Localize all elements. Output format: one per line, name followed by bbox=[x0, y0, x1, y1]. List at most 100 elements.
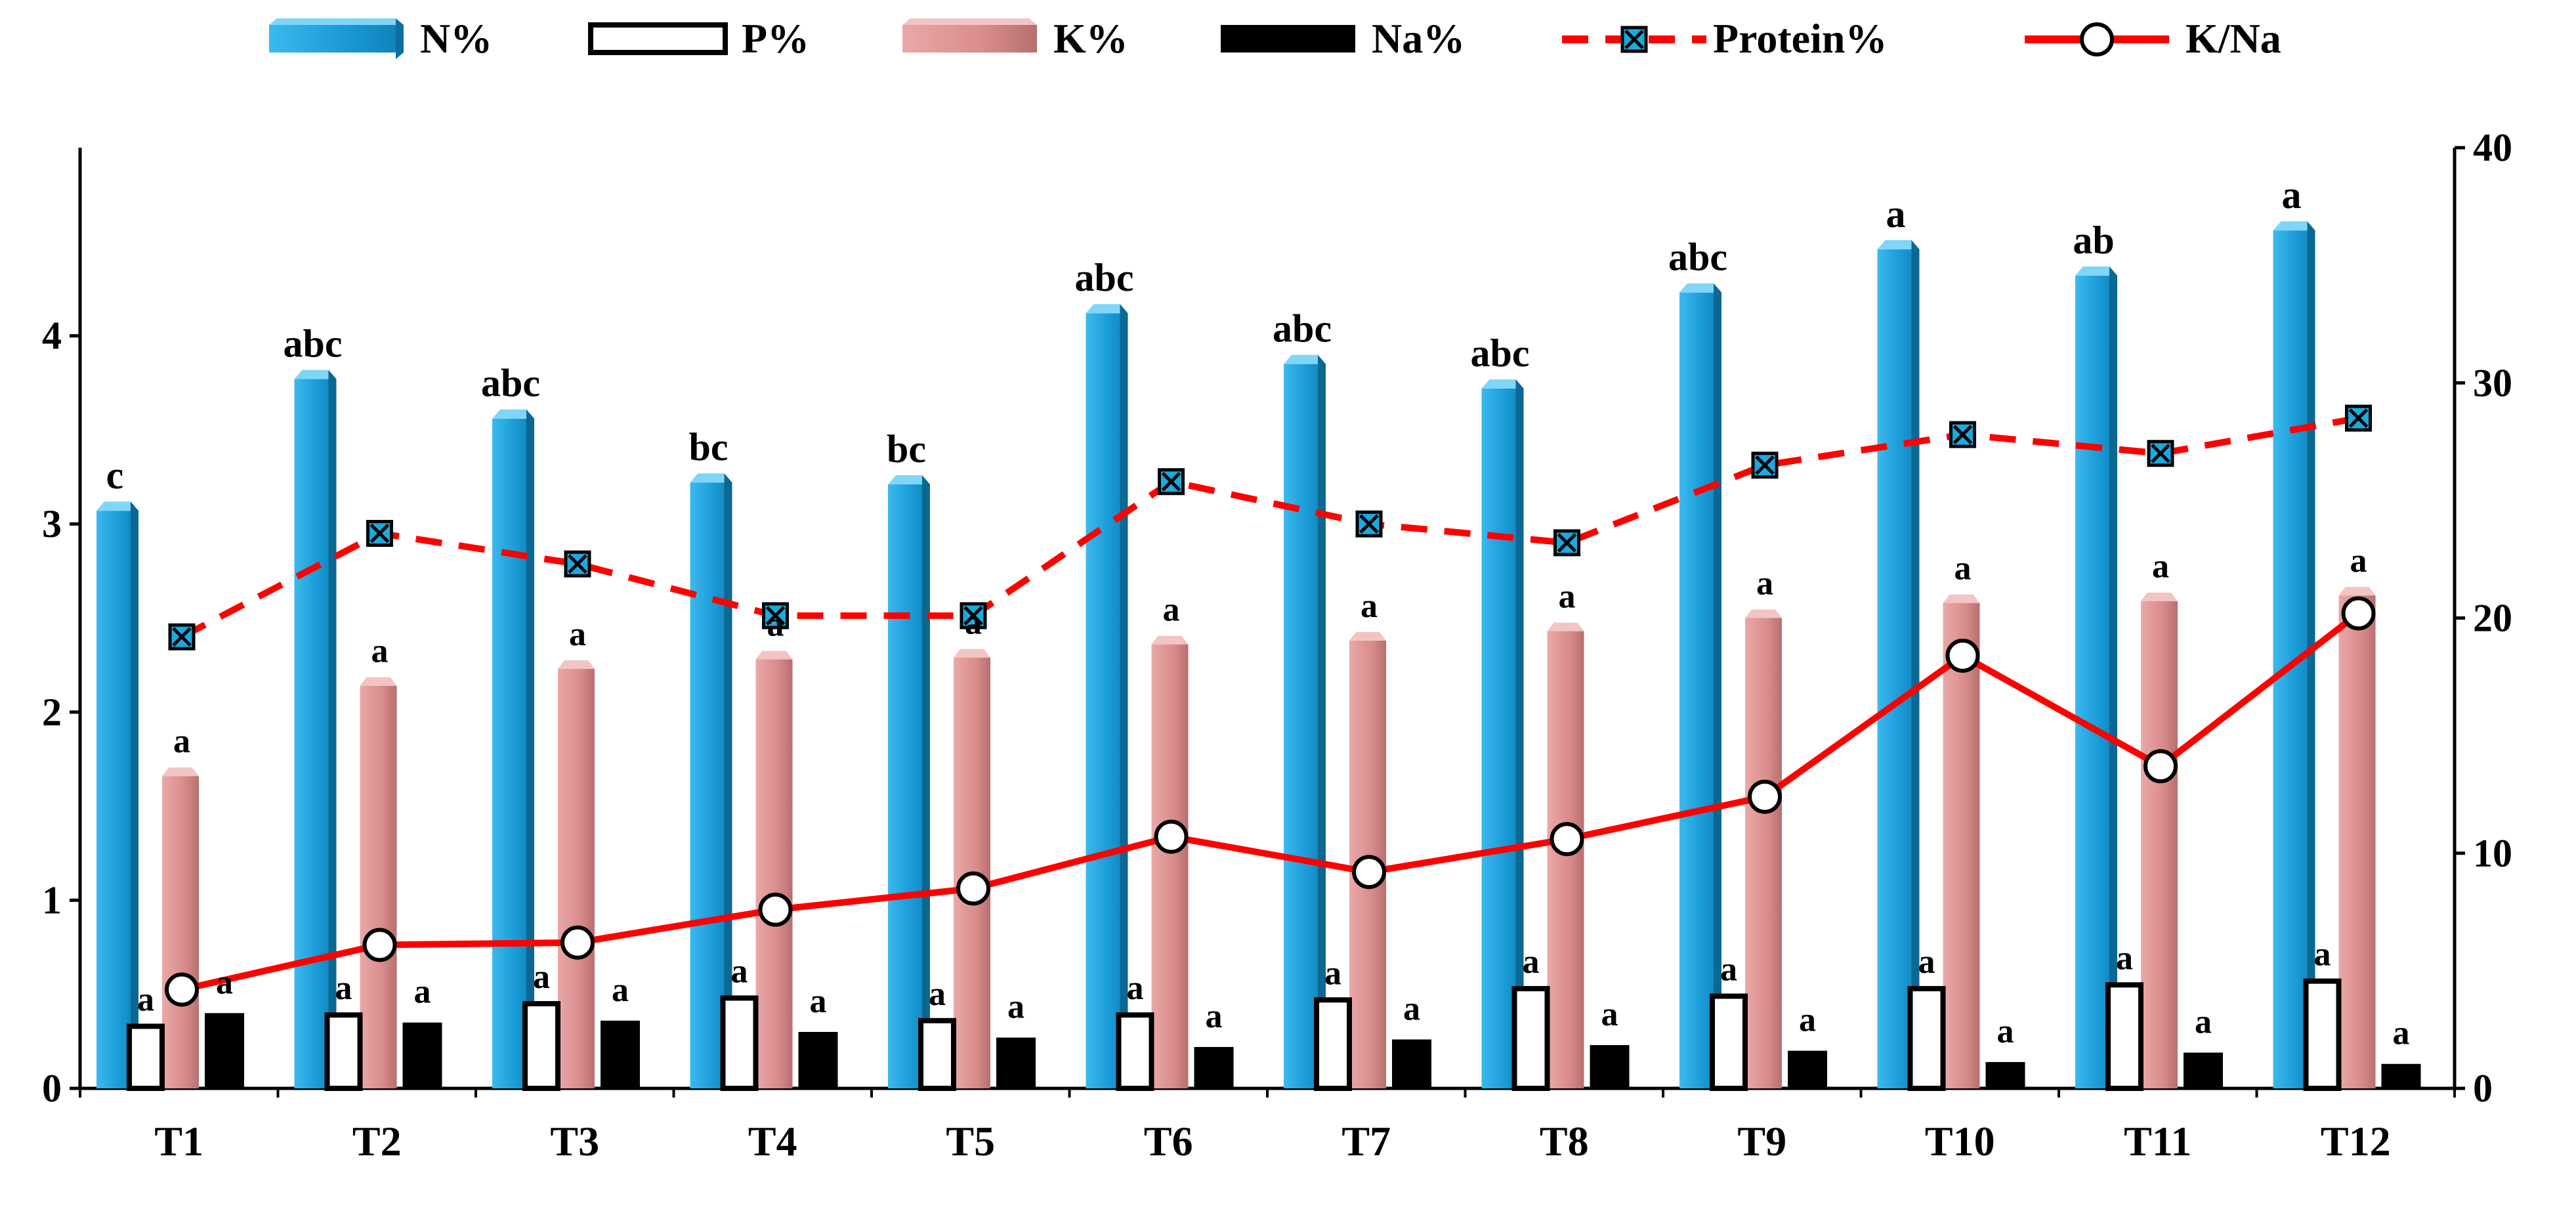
kna-marker bbox=[1550, 822, 1584, 857]
protein-marker bbox=[366, 520, 393, 547]
bar-p bbox=[522, 1001, 560, 1092]
bar-n-top bbox=[2273, 221, 2315, 231]
bar-na bbox=[798, 1032, 838, 1088]
n-significance-label: c bbox=[106, 454, 124, 497]
bar-k bbox=[1943, 603, 1980, 1088]
category-label: T2 bbox=[352, 1118, 402, 1165]
legend-label-p: P% bbox=[742, 15, 809, 62]
bar-n-top bbox=[1679, 283, 1721, 293]
na-significance-label: a bbox=[1997, 1013, 2014, 1050]
bar-n-top bbox=[492, 409, 534, 419]
category-label: T6 bbox=[1144, 1118, 1193, 1165]
protein-marker-cross bbox=[765, 606, 786, 626]
bar-n-side bbox=[1515, 379, 1524, 1088]
n-significance-label: abc bbox=[1471, 331, 1530, 375]
p-significance-label: a bbox=[2116, 939, 2133, 977]
legend-label-na: Na% bbox=[1372, 15, 1465, 62]
bar-k bbox=[2338, 595, 2376, 1088]
bar-na bbox=[2184, 1052, 2223, 1088]
kna-line bbox=[180, 610, 2361, 993]
left-tick-label: 4 bbox=[42, 314, 62, 358]
n-significance-label: ab bbox=[2073, 219, 2114, 262]
legend-swatch-k bbox=[902, 25, 1037, 53]
legend-swatch-n-side bbox=[396, 18, 404, 59]
kna-marker bbox=[165, 972, 199, 1007]
protein-marker bbox=[2147, 440, 2174, 467]
right-tick-label: 40 bbox=[2473, 126, 2512, 169]
k-significance-label: a bbox=[1756, 565, 1773, 603]
k-significance-label: a bbox=[1361, 588, 1378, 625]
legend-item-k: K% bbox=[902, 15, 1128, 62]
protein-marker-cross bbox=[2348, 408, 2369, 428]
protein-marker-cross bbox=[1557, 533, 1577, 553]
bar-n-top bbox=[1481, 379, 1524, 389]
category-label: T7 bbox=[1341, 1118, 1391, 1165]
bar-k-top bbox=[1943, 594, 1980, 603]
na-significance-label: a bbox=[1403, 990, 1420, 1027]
n-significance-label: abc bbox=[284, 322, 343, 366]
na-significance-label: a bbox=[1007, 989, 1024, 1026]
bar-k-top bbox=[2141, 592, 2178, 601]
legend-item-kna: K/Na bbox=[2025, 15, 2281, 62]
bar-n-top bbox=[1877, 240, 1920, 249]
bar-n-side bbox=[328, 370, 337, 1088]
kna-marker bbox=[2143, 749, 2178, 784]
protein-marker bbox=[168, 623, 196, 651]
protein-marker-cross bbox=[1755, 455, 1775, 475]
kna-marker bbox=[956, 871, 990, 906]
protein-marker bbox=[762, 602, 789, 630]
bar-k-top bbox=[1349, 631, 1386, 641]
protein-marker-cross bbox=[1161, 471, 1181, 492]
bar-n-side bbox=[526, 409, 534, 1088]
bar-k-top bbox=[755, 651, 793, 660]
bar-na bbox=[2381, 1063, 2421, 1088]
n-significance-label: abc bbox=[1273, 307, 1332, 351]
legend-swatch-n bbox=[269, 25, 404, 53]
right-tick-label: 10 bbox=[2473, 832, 2512, 875]
bar-na bbox=[402, 1022, 442, 1088]
bar-k-top bbox=[1151, 635, 1189, 645]
bar-k bbox=[1745, 618, 1782, 1088]
k-significance-label: a bbox=[1559, 578, 1576, 616]
p-significance-label: a bbox=[2314, 936, 2331, 973]
kna-marker bbox=[758, 892, 793, 927]
category-label: T8 bbox=[1540, 1118, 1589, 1165]
legend: N% P% K% Na% Protein% K/Na bbox=[269, 15, 2281, 62]
category-label: T5 bbox=[946, 1118, 995, 1165]
k-significance-label: a bbox=[2152, 548, 2169, 586]
bar-na bbox=[1590, 1045, 1630, 1088]
legend-swatch-p bbox=[588, 22, 728, 55]
protein-marker-cross bbox=[2151, 443, 2170, 463]
right-tick-label: 0 bbox=[2473, 1067, 2493, 1110]
bar-n-top bbox=[294, 370, 337, 379]
bar-p bbox=[1710, 993, 1748, 1092]
na-significance-label: a bbox=[1799, 1002, 1816, 1039]
category-label: T11 bbox=[2124, 1118, 2191, 1165]
bar-na bbox=[1194, 1046, 1234, 1088]
bar-n-side bbox=[1911, 240, 1920, 1088]
na-significance-label: a bbox=[414, 973, 431, 1011]
bar-na bbox=[1392, 1039, 1431, 1088]
kna-marker bbox=[362, 928, 397, 962]
n-significance-label: a bbox=[1886, 192, 1906, 236]
bar-k-top bbox=[558, 660, 595, 669]
p-significance-label: a bbox=[1918, 943, 1935, 981]
protein-marker bbox=[1751, 452, 1779, 479]
legend-swatch-kna-marker bbox=[2080, 22, 2114, 56]
kna-marker bbox=[1352, 855, 1386, 889]
bar-k bbox=[360, 685, 397, 1088]
bar-n-top bbox=[96, 502, 138, 511]
k-significance-label: a bbox=[1954, 550, 1972, 588]
kna-marker bbox=[2341, 596, 2376, 631]
bar-p bbox=[324, 1012, 363, 1091]
bar-k bbox=[162, 776, 199, 1088]
bar-n-top bbox=[690, 473, 732, 483]
p-significance-label: a bbox=[1127, 970, 1144, 1007]
protein-marker bbox=[1158, 468, 1185, 496]
k-significance-label: a bbox=[569, 616, 586, 653]
bar-na bbox=[205, 1013, 244, 1088]
legend-label-k: K% bbox=[1053, 15, 1128, 62]
bar-p bbox=[1314, 997, 1352, 1091]
